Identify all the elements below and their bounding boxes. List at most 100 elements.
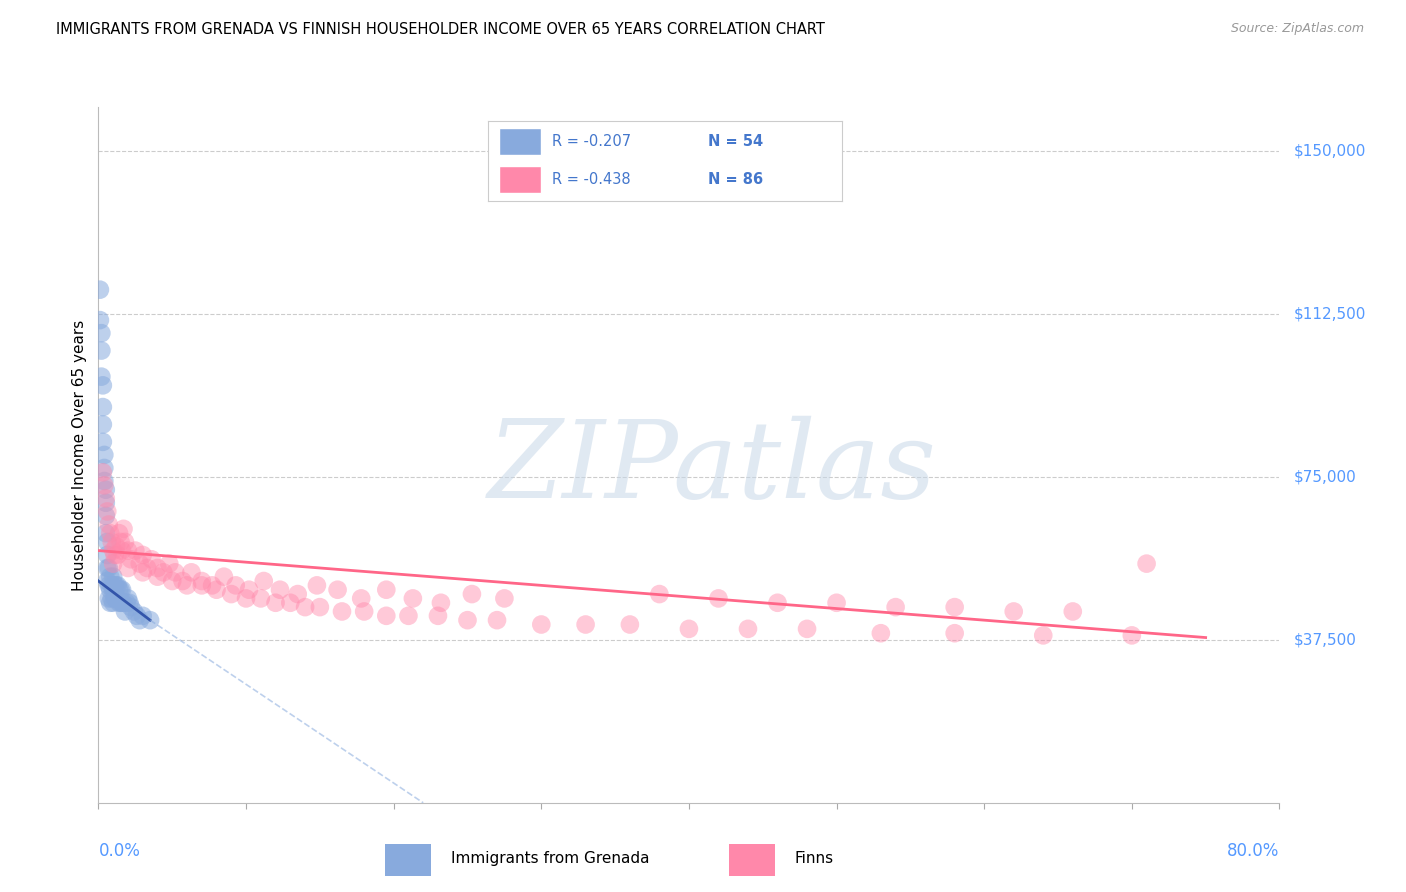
Point <box>122 605 145 619</box>
Point <box>118 596 141 610</box>
Point <box>225 578 247 592</box>
Point <box>97 578 120 592</box>
Point <box>486 613 509 627</box>
Point <box>1121 628 1143 642</box>
Point <box>375 608 398 623</box>
Point <box>93 448 115 462</box>
Point <box>107 578 129 592</box>
Point <box>128 613 150 627</box>
Point <box>120 600 142 615</box>
Point <box>98 570 121 584</box>
Point <box>97 591 120 606</box>
Point <box>103 543 125 558</box>
Point <box>619 617 641 632</box>
Point <box>90 326 112 341</box>
Point <box>141 552 163 566</box>
Point <box>146 570 169 584</box>
Point <box>253 574 276 588</box>
Point <box>104 591 127 606</box>
Point <box>91 378 114 392</box>
Point <box>294 600 316 615</box>
Point <box>96 561 118 575</box>
Point <box>1062 605 1084 619</box>
Text: 80.0%: 80.0% <box>1227 842 1279 860</box>
Point <box>176 578 198 592</box>
Point <box>943 626 966 640</box>
Point <box>89 313 111 327</box>
Point <box>1135 557 1157 571</box>
Point <box>766 596 789 610</box>
Point <box>430 596 453 610</box>
Point <box>305 578 328 592</box>
Point <box>114 605 136 619</box>
Point <box>461 587 484 601</box>
Point <box>114 535 136 549</box>
Point <box>132 608 155 623</box>
Point <box>350 591 373 606</box>
Point <box>117 591 139 606</box>
Point <box>90 369 112 384</box>
Point <box>456 613 478 627</box>
Point <box>96 535 118 549</box>
Point <box>97 561 120 575</box>
Point <box>105 578 128 592</box>
Point <box>250 591 273 606</box>
Point <box>108 582 131 597</box>
Point <box>648 587 671 601</box>
Point <box>112 596 135 610</box>
Point <box>90 343 112 358</box>
Point <box>427 608 450 623</box>
Point <box>108 596 131 610</box>
Point <box>235 591 257 606</box>
Point <box>103 557 125 571</box>
Point <box>96 504 118 518</box>
Point <box>269 582 291 597</box>
Point <box>191 578 214 592</box>
Text: $150,000: $150,000 <box>1294 143 1365 158</box>
Point <box>98 526 121 541</box>
Point <box>104 578 127 592</box>
Text: Source: ZipAtlas.com: Source: ZipAtlas.com <box>1230 22 1364 36</box>
Point <box>264 596 287 610</box>
Point <box>94 526 117 541</box>
Point <box>737 622 759 636</box>
Point <box>107 591 129 606</box>
Point <box>93 478 115 492</box>
Point <box>96 548 118 562</box>
Point <box>165 566 187 580</box>
Point <box>94 491 117 506</box>
Y-axis label: Householder Income Over 65 years: Householder Income Over 65 years <box>72 319 87 591</box>
Point <box>402 591 425 606</box>
Point <box>157 557 180 571</box>
Point <box>884 600 907 615</box>
Point <box>201 578 224 592</box>
Point <box>108 526 131 541</box>
Text: $37,500: $37,500 <box>1294 632 1357 648</box>
Point <box>494 591 516 606</box>
Point <box>172 574 194 588</box>
Point <box>93 474 115 488</box>
Point <box>98 596 121 610</box>
Point <box>124 543 146 558</box>
Point <box>120 552 142 566</box>
Point <box>91 417 114 432</box>
Point <box>111 582 134 597</box>
Point <box>98 582 121 597</box>
Point <box>111 596 134 610</box>
Point <box>110 535 132 549</box>
Point <box>115 596 138 610</box>
Point <box>103 596 125 610</box>
Point <box>91 400 114 414</box>
Point <box>869 626 891 640</box>
Point <box>1002 605 1025 619</box>
Point <box>353 605 375 619</box>
Point <box>212 570 235 584</box>
Point <box>93 461 115 475</box>
Point <box>796 622 818 636</box>
Text: $112,500: $112,500 <box>1294 306 1365 321</box>
Point <box>100 535 122 549</box>
Point <box>96 574 118 588</box>
Point <box>574 617 596 632</box>
Point <box>309 600 332 615</box>
Point <box>110 582 132 597</box>
